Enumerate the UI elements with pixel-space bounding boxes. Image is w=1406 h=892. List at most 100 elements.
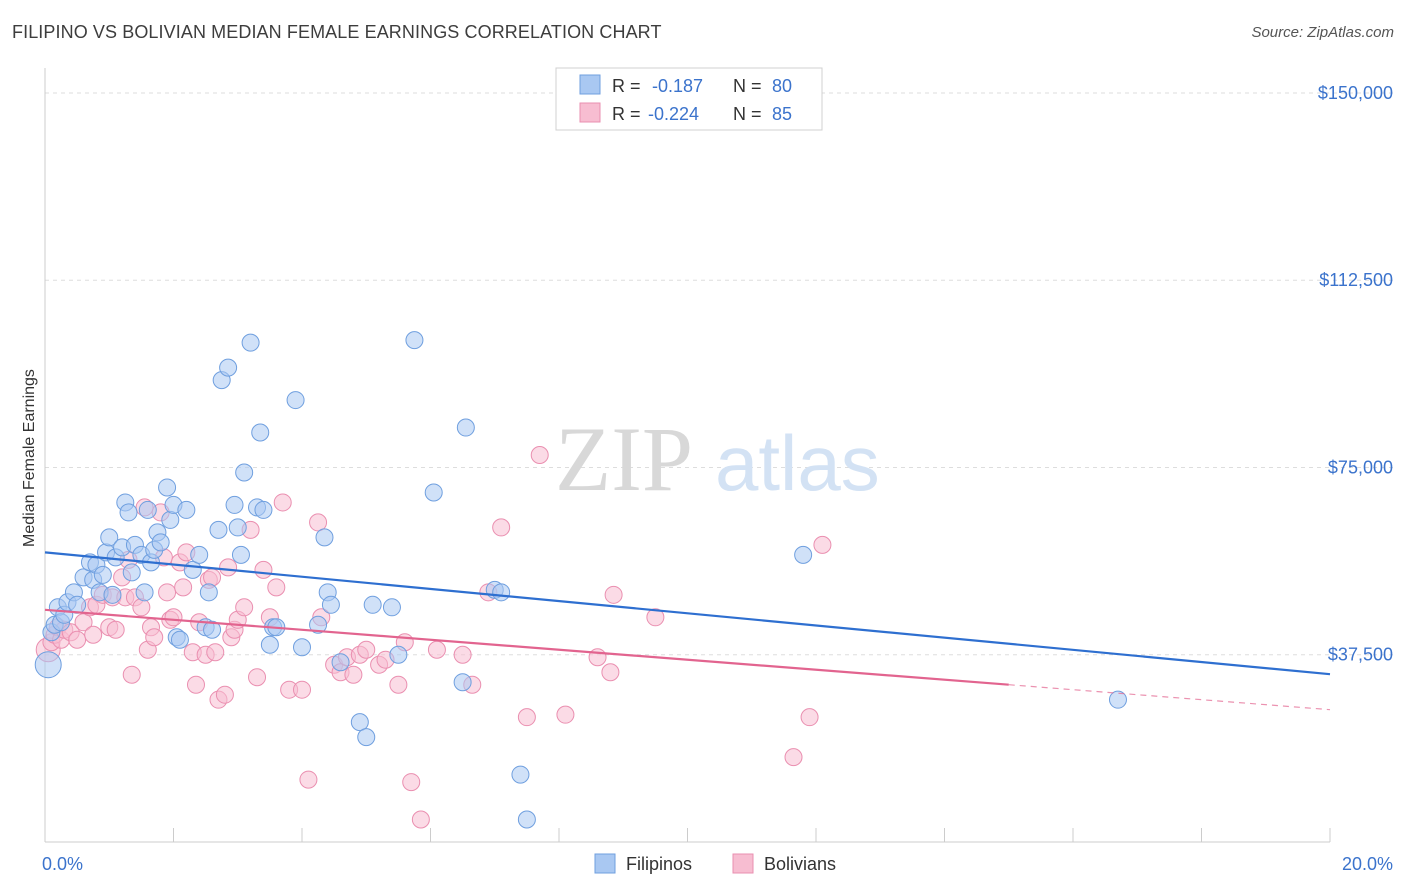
filipinos-point xyxy=(209,520,228,539)
filipinos-point xyxy=(260,635,279,654)
filipinos-point xyxy=(293,638,311,657)
filipinos-point xyxy=(151,533,170,552)
bolivians-point xyxy=(784,748,803,767)
legend-swatch-bolivians xyxy=(579,102,601,123)
bolivians-point xyxy=(800,708,819,727)
filipinos-point xyxy=(492,583,511,602)
filipinos-point xyxy=(1108,690,1127,709)
x-tick-labels: 0.0% 20.0% xyxy=(42,854,1393,874)
bolivians-point xyxy=(254,560,273,579)
bolivians-point xyxy=(357,640,376,659)
chart-title: FILIPINO VS BOLIVIAN MEDIAN FEMALE EARNI… xyxy=(12,22,662,42)
bolivians-point xyxy=(427,640,446,659)
bolivians-point xyxy=(132,598,151,617)
filipinos-point xyxy=(517,810,536,829)
legend-stats: R = -0.187 N = 80 R = -0.224 N = 85 xyxy=(555,67,823,131)
legend-swatch-filipinos xyxy=(579,74,601,95)
y-tick-label: $37,500 xyxy=(1328,645,1393,665)
filipinos-point xyxy=(228,518,247,537)
filipinos-point xyxy=(199,583,218,602)
bolivians-point xyxy=(411,810,430,829)
filipinos-point xyxy=(794,545,813,564)
filipinos-point xyxy=(511,765,530,784)
legend-n-value-2: 85 xyxy=(772,104,792,124)
legend-r-value-1: -0.187 xyxy=(652,76,703,96)
filipinos-point xyxy=(225,495,244,514)
filipinos-point xyxy=(405,331,424,350)
filipinos-point xyxy=(183,560,202,579)
filipinos-point xyxy=(241,333,260,352)
filipinos-point xyxy=(424,483,443,502)
bolivians-point xyxy=(453,645,472,664)
bolivians-point xyxy=(106,620,125,639)
bolivians-point xyxy=(122,665,141,684)
bolivians-trend-line xyxy=(44,608,1009,686)
legend-r-value-2: -0.224 xyxy=(648,104,699,124)
watermark: ZIP atlas xyxy=(555,408,880,510)
filipinos-point xyxy=(135,583,154,602)
filipinos-point xyxy=(161,510,180,529)
filipinos-point xyxy=(456,418,475,437)
filipinos-point xyxy=(251,423,270,442)
bolivians-point xyxy=(84,625,103,644)
filipinos-point xyxy=(389,645,408,664)
bolivians-point xyxy=(186,675,205,694)
bolivians-point xyxy=(646,608,665,627)
filipinos-point xyxy=(363,595,382,614)
y-axis-label: Median Female Earnings xyxy=(21,369,38,547)
y-tick-labels: $37,500 $75,000 $112,500 $150,000 xyxy=(1318,83,1393,665)
filipinos-point xyxy=(100,528,119,547)
filipinos-point xyxy=(309,615,328,634)
legend-series: Filipinos Bolivians xyxy=(594,853,836,874)
bolivians-point xyxy=(235,598,254,617)
bolivians-point xyxy=(206,643,225,662)
y-tick-label: $75,000 xyxy=(1328,457,1393,477)
x-tick-label-end: 20.0% xyxy=(1342,854,1393,874)
filipinos-point xyxy=(315,528,334,547)
bolivians-point xyxy=(215,685,234,704)
bolivians-point xyxy=(601,663,620,682)
filipinos-point xyxy=(254,500,273,519)
filipinos-point xyxy=(203,620,222,639)
filipinos-point xyxy=(350,713,369,732)
bolivians-point xyxy=(293,680,311,699)
axes xyxy=(44,68,1331,843)
filipinos-point xyxy=(219,358,238,377)
bolivians-point xyxy=(344,665,363,684)
bolivians-point xyxy=(309,513,328,532)
x-tick-label-start: 0.0% xyxy=(42,854,83,874)
filipinos-point xyxy=(235,463,254,482)
legend-bottom-label-bolivians: Bolivians xyxy=(764,854,836,874)
filipinos-point xyxy=(357,728,376,747)
watermark-zip: ZIP xyxy=(555,408,693,510)
bolivians-point xyxy=(68,630,87,649)
bolivians-trend-line-extension xyxy=(1008,684,1331,711)
legend-bottom-label-filipinos: Filipinos xyxy=(626,854,692,874)
filipinos-point xyxy=(119,503,138,522)
filipinos-point xyxy=(286,391,305,410)
filipinos-point xyxy=(158,478,177,497)
filipinos-point xyxy=(138,500,157,519)
bolivians-point xyxy=(492,518,511,537)
bolivians-point xyxy=(273,493,292,512)
filipinos-point xyxy=(122,563,141,582)
bolivians-point xyxy=(219,558,238,577)
filipinos-points xyxy=(34,331,1127,829)
filipinos-point xyxy=(103,585,122,604)
source-label: Source: ZipAtlas.com xyxy=(1251,24,1394,41)
bolivians-point xyxy=(248,668,267,687)
bolivians-point xyxy=(402,773,421,792)
filipinos-point xyxy=(177,500,196,519)
y-tick-label: $112,500 xyxy=(1319,270,1393,290)
filipinos-point xyxy=(321,595,340,614)
bolivians-point xyxy=(164,608,183,627)
legend-r-label-1: R = xyxy=(612,76,641,96)
y-tick-label: $150,000 xyxy=(1318,83,1393,103)
filipinos-point xyxy=(331,653,350,672)
legend-n-label-2: N = xyxy=(733,104,762,124)
filipinos-point xyxy=(93,565,112,584)
bolivians-point xyxy=(813,535,832,554)
legend-bottom-swatch-filipinos xyxy=(594,853,616,874)
legend-n-value-1: 80 xyxy=(772,76,792,96)
